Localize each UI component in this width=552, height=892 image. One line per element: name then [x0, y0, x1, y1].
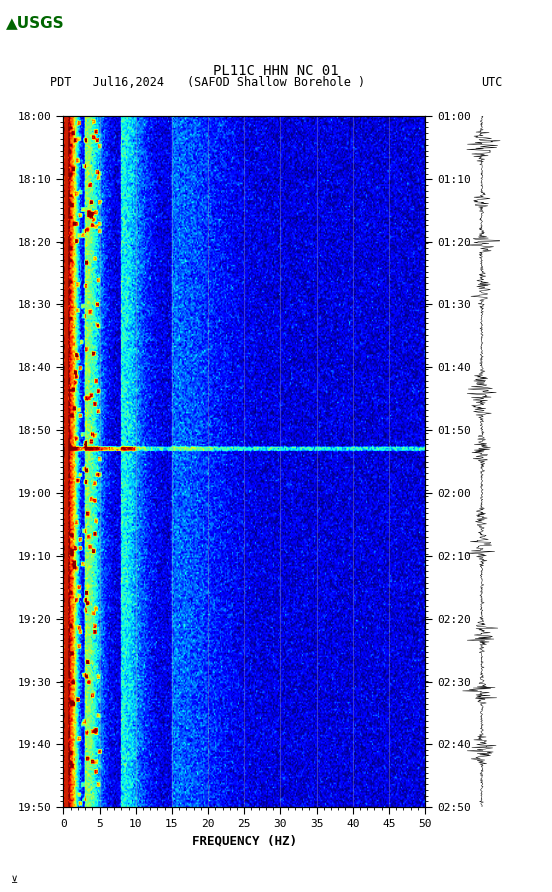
Text: UTC: UTC: [481, 76, 502, 89]
Text: PDT   Jul16,2024: PDT Jul16,2024: [50, 76, 164, 89]
Text: (SAFOD Shallow Borehole ): (SAFOD Shallow Borehole ): [187, 76, 365, 89]
X-axis label: FREQUENCY (HZ): FREQUENCY (HZ): [192, 835, 297, 847]
Text: ▲USGS: ▲USGS: [6, 15, 64, 29]
Text: PL11C HHN NC 01: PL11C HHN NC 01: [213, 63, 339, 78]
Text: ⊻: ⊻: [11, 875, 18, 885]
